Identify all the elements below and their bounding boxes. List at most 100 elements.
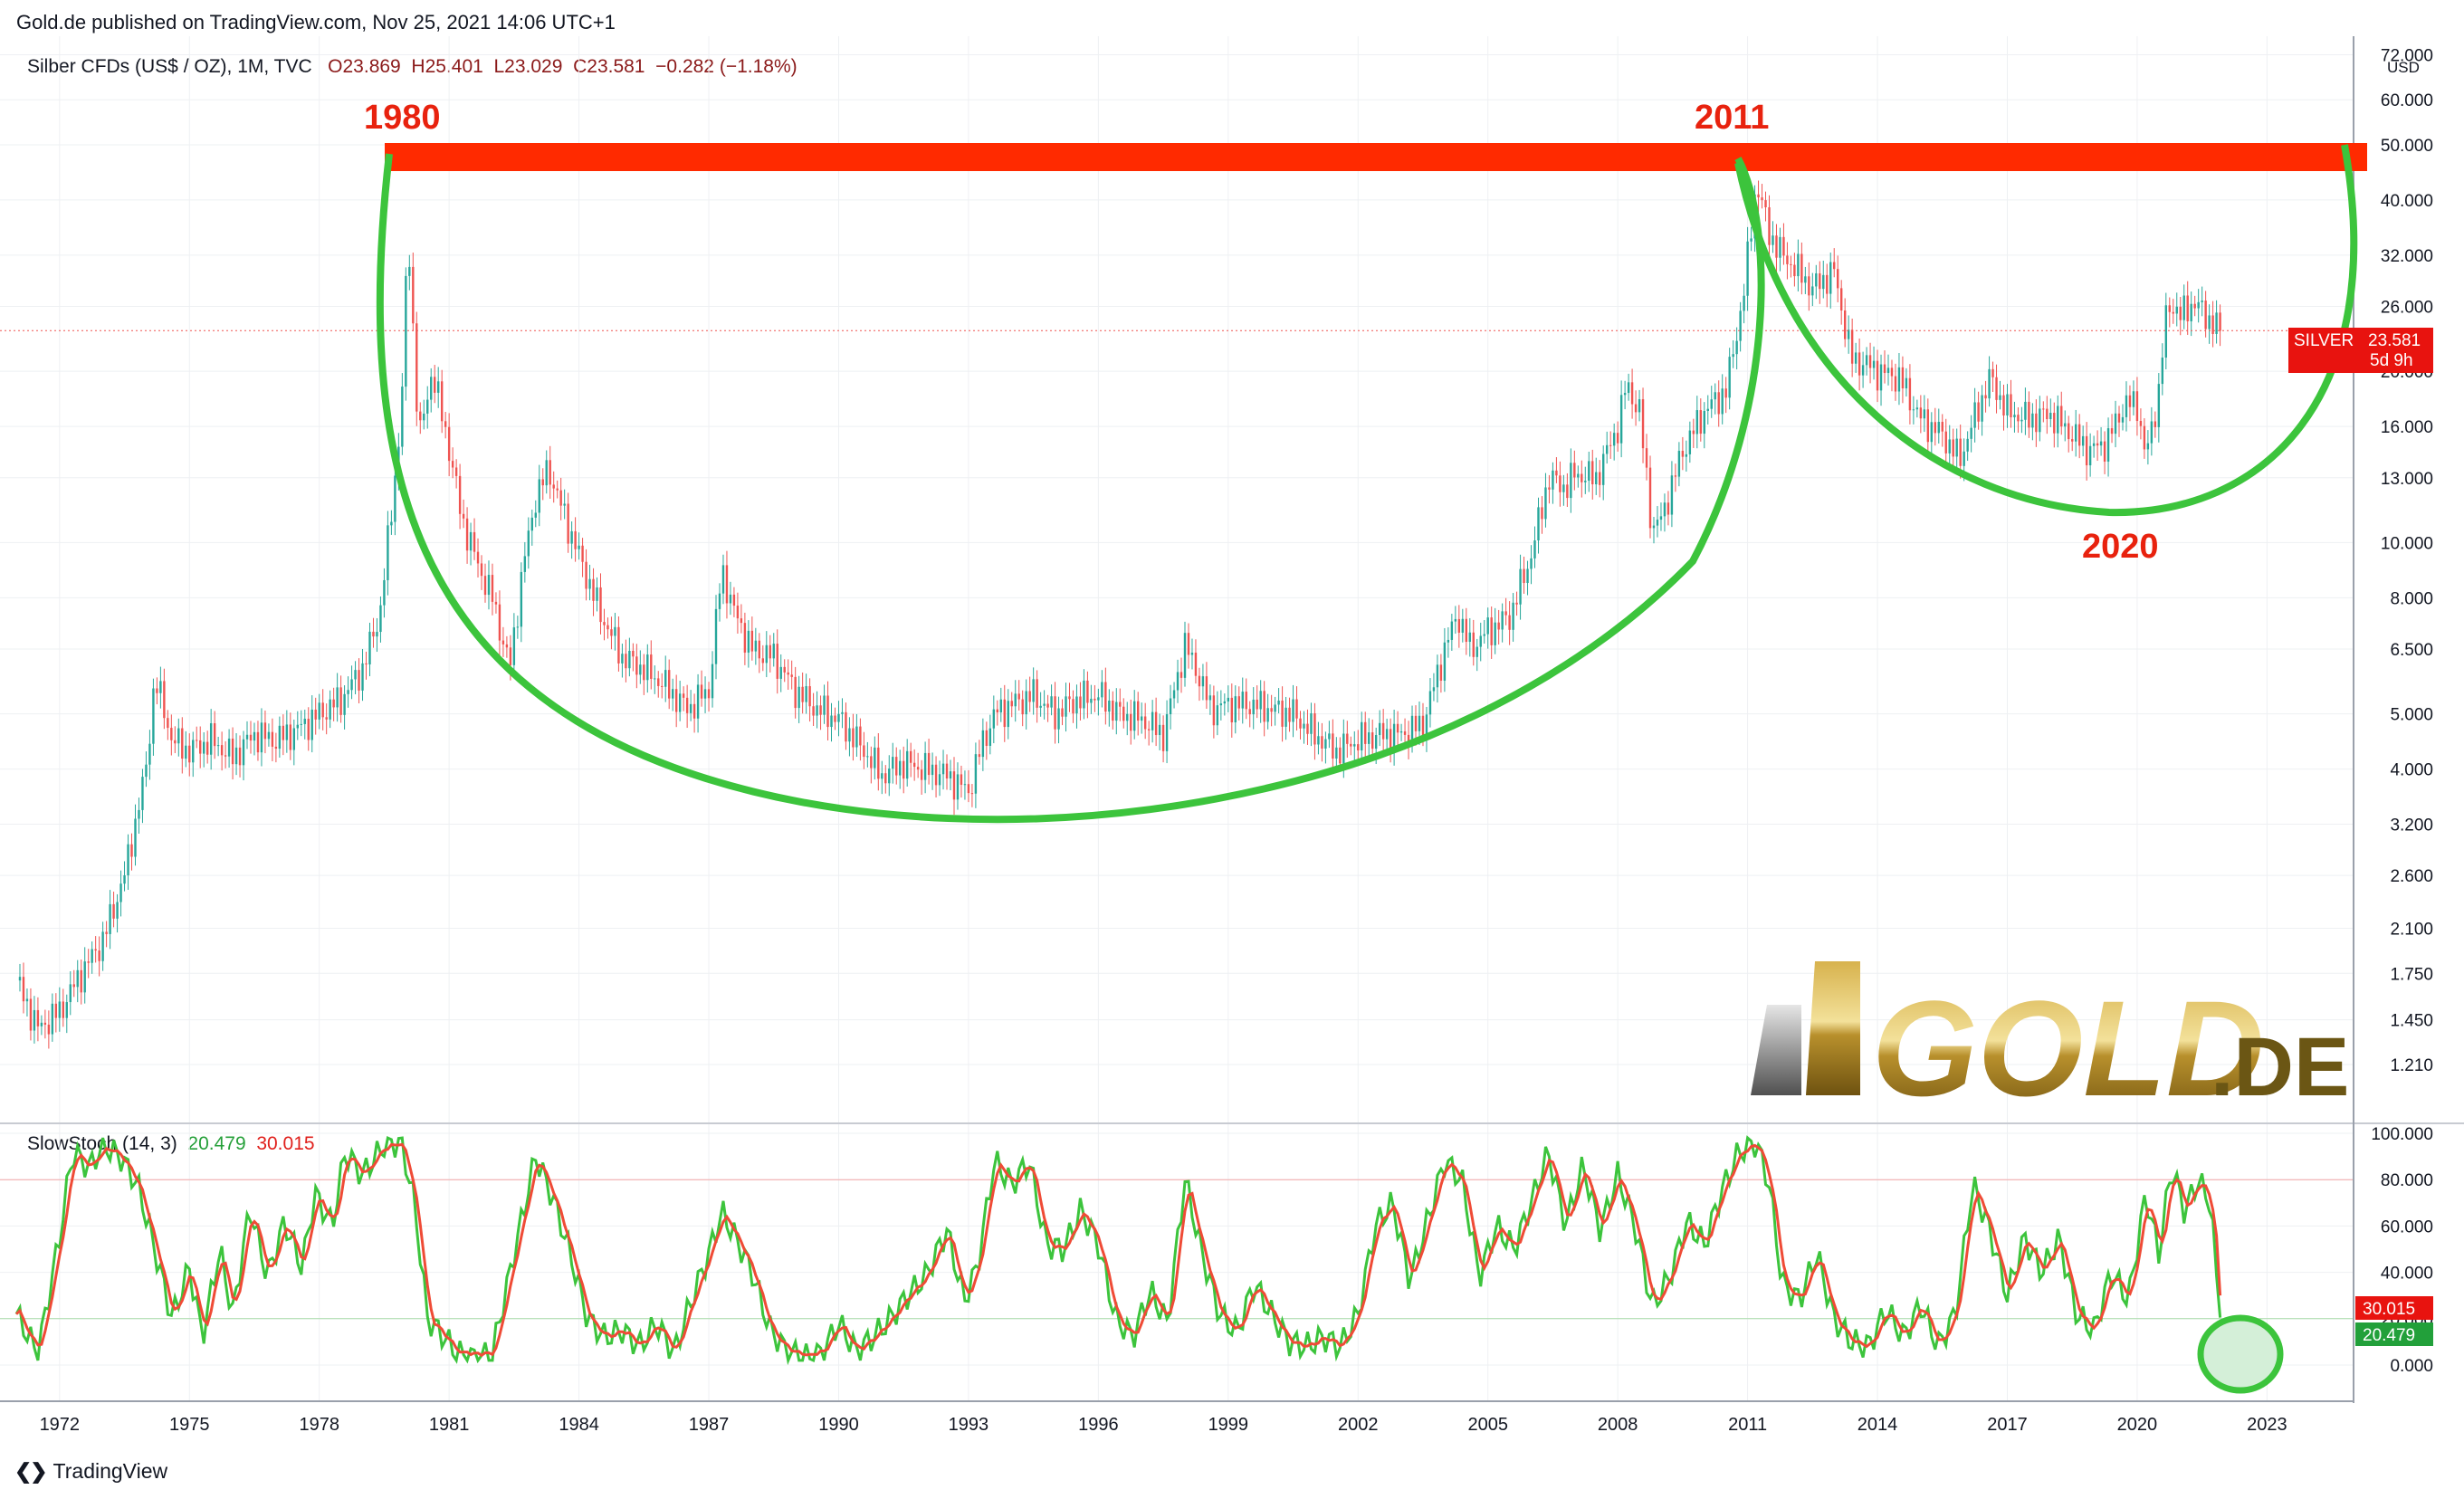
candle-body [1523,568,1525,584]
candle-body [1332,733,1334,759]
candle-body [1566,484,1569,499]
candle-body [2081,435,2085,446]
candle-body [1595,472,1598,485]
tradingview-logo[interactable]: ❮❯ TradingView [14,1459,167,1484]
price-tick-label: 50.000 [2381,137,2433,156]
candle-body [520,571,523,627]
candle-body [2110,428,2114,434]
candle-body [483,576,487,596]
candle-body [2077,424,2081,446]
candle-body [163,681,166,719]
candle-body [721,565,725,594]
candle-body [1645,448,1648,468]
candle-body [368,631,371,665]
candle-body [451,461,454,468]
candle-body [1115,702,1118,721]
candle-body [1090,698,1093,703]
time-tick-label: 1993 [949,1415,989,1435]
candle-body [1169,698,1172,715]
time-axis: 1972 1975 1978 1981 1984 1987 1990 1993 1996 1999… [40,1415,2287,1435]
candle-body [650,654,653,679]
candle-body [1385,729,1389,740]
candle-body [2135,391,2139,422]
candle-body [358,670,360,691]
candle-body [440,381,444,422]
candle-body [1313,713,1316,745]
candle-body [1782,236,1785,256]
candle-body [1223,701,1227,704]
price-tick-label: 32.000 [2381,247,2433,266]
candle-body [2150,421,2154,444]
candle-body [494,601,498,605]
stoch-d-line [14,1142,2222,1358]
svg-text:30.015: 30.015 [2363,1300,2415,1319]
candle-body [1003,699,1006,728]
candle-body [783,666,786,673]
candle-body [1970,427,1972,439]
candle-body [1371,732,1374,750]
candle-body [25,998,29,1002]
candle-body [2143,425,2146,450]
candle-body [1277,700,1280,705]
candle-body [909,750,912,763]
candle-body [1108,701,1111,712]
candle-body [1915,407,1919,410]
stoch-tick-label: 0.000 [2390,1357,2433,1376]
candle-body [985,730,988,746]
candle-body [2042,408,2045,410]
candle-body [1472,632,1475,657]
candle-body [1854,352,1858,364]
candle-body [1328,733,1331,740]
candle-body [866,756,869,758]
candle-body [689,703,692,713]
candle-body [1858,352,1861,376]
candle-body [2172,311,2174,314]
price-tick-label: 2.600 [2390,867,2433,886]
candle-body [1847,329,1850,339]
candle-body [1768,206,1771,245]
candle-body [2085,435,2088,466]
candle-body [1017,693,1020,700]
candle-body [527,530,530,557]
candle-body [1216,705,1219,726]
candle-body [949,771,952,779]
candle-body [1850,329,1854,364]
candle-body [1609,444,1612,446]
candle-body [797,686,800,709]
candle-body [2179,306,2182,320]
candle-body [1627,382,1630,394]
candle-body [415,323,418,412]
candle-body [253,731,256,741]
candle-body [1833,262,1836,270]
price-tag: SILVER 23.581 5d 9h [2288,328,2433,373]
candle-body [1374,735,1378,750]
candle-body [516,626,520,628]
candle-body [1396,723,1399,733]
cup-left-arc [376,153,1765,824]
candle-body [682,693,685,698]
candle-body [343,693,346,715]
candle-body [307,719,310,740]
candle-body [465,518,469,551]
candle-body [325,717,328,720]
candle-body [430,377,433,400]
resistance-bar [385,143,2367,171]
price-tick-label: 4.000 [2390,761,2433,780]
time-tick-label: 1990 [818,1415,859,1435]
candle-body [1941,422,1944,432]
candle-body [845,711,847,742]
candle-body [1165,714,1169,751]
candle-body [1793,264,1796,277]
candle-body [1692,430,1695,434]
candle-body [941,763,945,775]
candle-body [347,690,349,694]
candle-body [1219,703,1223,706]
candle-body [855,726,858,748]
candle-body [1292,699,1294,722]
candle-body [174,740,177,744]
candle-body [1548,487,1551,490]
candle-body [1504,611,1507,616]
candle-body [1822,274,1825,290]
candle-body [1086,680,1089,703]
